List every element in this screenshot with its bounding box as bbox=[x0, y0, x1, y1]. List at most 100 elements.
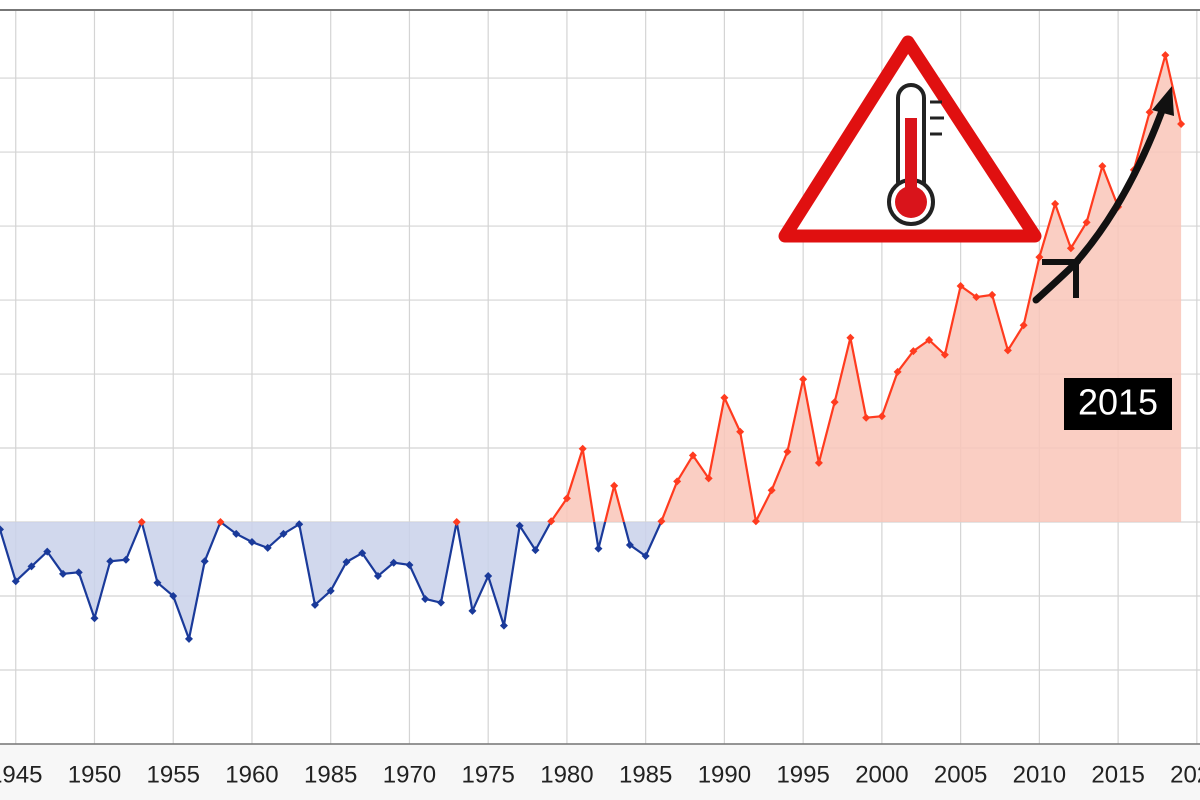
point bbox=[405, 560, 414, 569]
point bbox=[657, 517, 666, 526]
point bbox=[799, 375, 808, 384]
point bbox=[594, 544, 603, 553]
point bbox=[909, 347, 918, 356]
point bbox=[531, 546, 540, 555]
x-tick-label: 2015 bbox=[1091, 761, 1144, 788]
point bbox=[1051, 199, 1060, 208]
point bbox=[58, 569, 67, 578]
point bbox=[767, 486, 776, 495]
trend-arrow bbox=[1032, 86, 1174, 304]
annotation: 2015 bbox=[1078, 382, 1158, 423]
warning-sign bbox=[778, 35, 1042, 243]
point bbox=[1177, 119, 1186, 128]
point bbox=[1098, 162, 1107, 171]
point bbox=[1066, 244, 1075, 253]
point bbox=[988, 290, 997, 299]
point bbox=[1003, 346, 1012, 355]
point bbox=[11, 577, 20, 586]
point bbox=[1019, 321, 1028, 330]
point bbox=[972, 293, 981, 302]
point bbox=[169, 592, 178, 601]
point bbox=[389, 558, 398, 567]
point bbox=[342, 557, 351, 566]
point bbox=[688, 451, 697, 460]
point bbox=[279, 529, 288, 538]
point bbox=[578, 444, 587, 453]
point bbox=[484, 572, 493, 581]
x-tick-label: 2020 bbox=[1170, 761, 1200, 788]
point bbox=[1161, 51, 1170, 60]
area-below bbox=[0, 522, 662, 639]
point bbox=[547, 517, 556, 526]
point bbox=[720, 393, 729, 402]
x-tick-label: 1960 bbox=[225, 761, 278, 788]
point bbox=[326, 586, 335, 595]
line-below bbox=[0, 522, 757, 643]
point bbox=[216, 518, 225, 527]
x-tick-label: 1985 bbox=[619, 761, 672, 788]
point bbox=[736, 427, 745, 436]
point bbox=[121, 555, 130, 564]
point bbox=[247, 538, 256, 547]
point bbox=[43, 547, 52, 556]
point bbox=[940, 350, 949, 359]
point bbox=[106, 557, 115, 566]
x-tick-label: 1945 bbox=[0, 761, 42, 788]
x-tick-label: 2010 bbox=[1013, 761, 1066, 788]
point bbox=[515, 521, 524, 530]
point bbox=[436, 598, 445, 607]
x-tick-label: 1975 bbox=[461, 761, 514, 788]
point bbox=[310, 600, 319, 609]
point bbox=[1082, 218, 1091, 227]
point bbox=[295, 520, 304, 529]
point bbox=[421, 594, 430, 603]
point bbox=[641, 552, 650, 561]
point bbox=[814, 458, 823, 467]
point bbox=[956, 281, 965, 290]
point bbox=[232, 529, 241, 538]
point bbox=[846, 333, 855, 342]
point bbox=[468, 606, 477, 615]
point bbox=[90, 614, 99, 623]
x-tick-label: 1950 bbox=[68, 761, 121, 788]
arrow-shaft bbox=[1032, 96, 1170, 304]
point bbox=[27, 562, 36, 571]
arrow-mark bbox=[1042, 259, 1079, 298]
point bbox=[625, 540, 634, 549]
line-above bbox=[140, 54, 1183, 523]
x-tick-label: 1990 bbox=[698, 761, 751, 788]
point bbox=[751, 517, 760, 526]
x-tick-label: 2005 bbox=[934, 761, 987, 788]
axis-band bbox=[0, 744, 1200, 800]
annotation-box bbox=[1064, 378, 1172, 430]
point bbox=[184, 634, 193, 643]
point bbox=[673, 477, 682, 486]
point bbox=[1035, 253, 1044, 262]
point bbox=[499, 621, 508, 630]
arrow-head bbox=[1152, 86, 1174, 116]
point bbox=[373, 572, 382, 581]
point bbox=[358, 549, 367, 558]
point bbox=[562, 494, 571, 503]
x-tick-label: 1980 bbox=[540, 761, 593, 788]
x-tick-label: 1995 bbox=[776, 761, 829, 788]
thermometer-mercury bbox=[905, 118, 917, 203]
point bbox=[452, 518, 461, 527]
point bbox=[200, 557, 209, 566]
point bbox=[74, 568, 83, 577]
x-tick-label: 1955 bbox=[147, 761, 200, 788]
point bbox=[0, 525, 4, 534]
point bbox=[610, 481, 619, 490]
point bbox=[925, 336, 934, 345]
point bbox=[153, 578, 162, 587]
x-tick-label: 1970 bbox=[383, 761, 436, 788]
point bbox=[893, 367, 902, 376]
x-tick-label: 1985 bbox=[304, 761, 357, 788]
x-tick-label: 2000 bbox=[855, 761, 908, 788]
point bbox=[137, 518, 146, 527]
point bbox=[877, 412, 886, 421]
plot bbox=[0, 51, 1186, 643]
point bbox=[263, 543, 272, 552]
